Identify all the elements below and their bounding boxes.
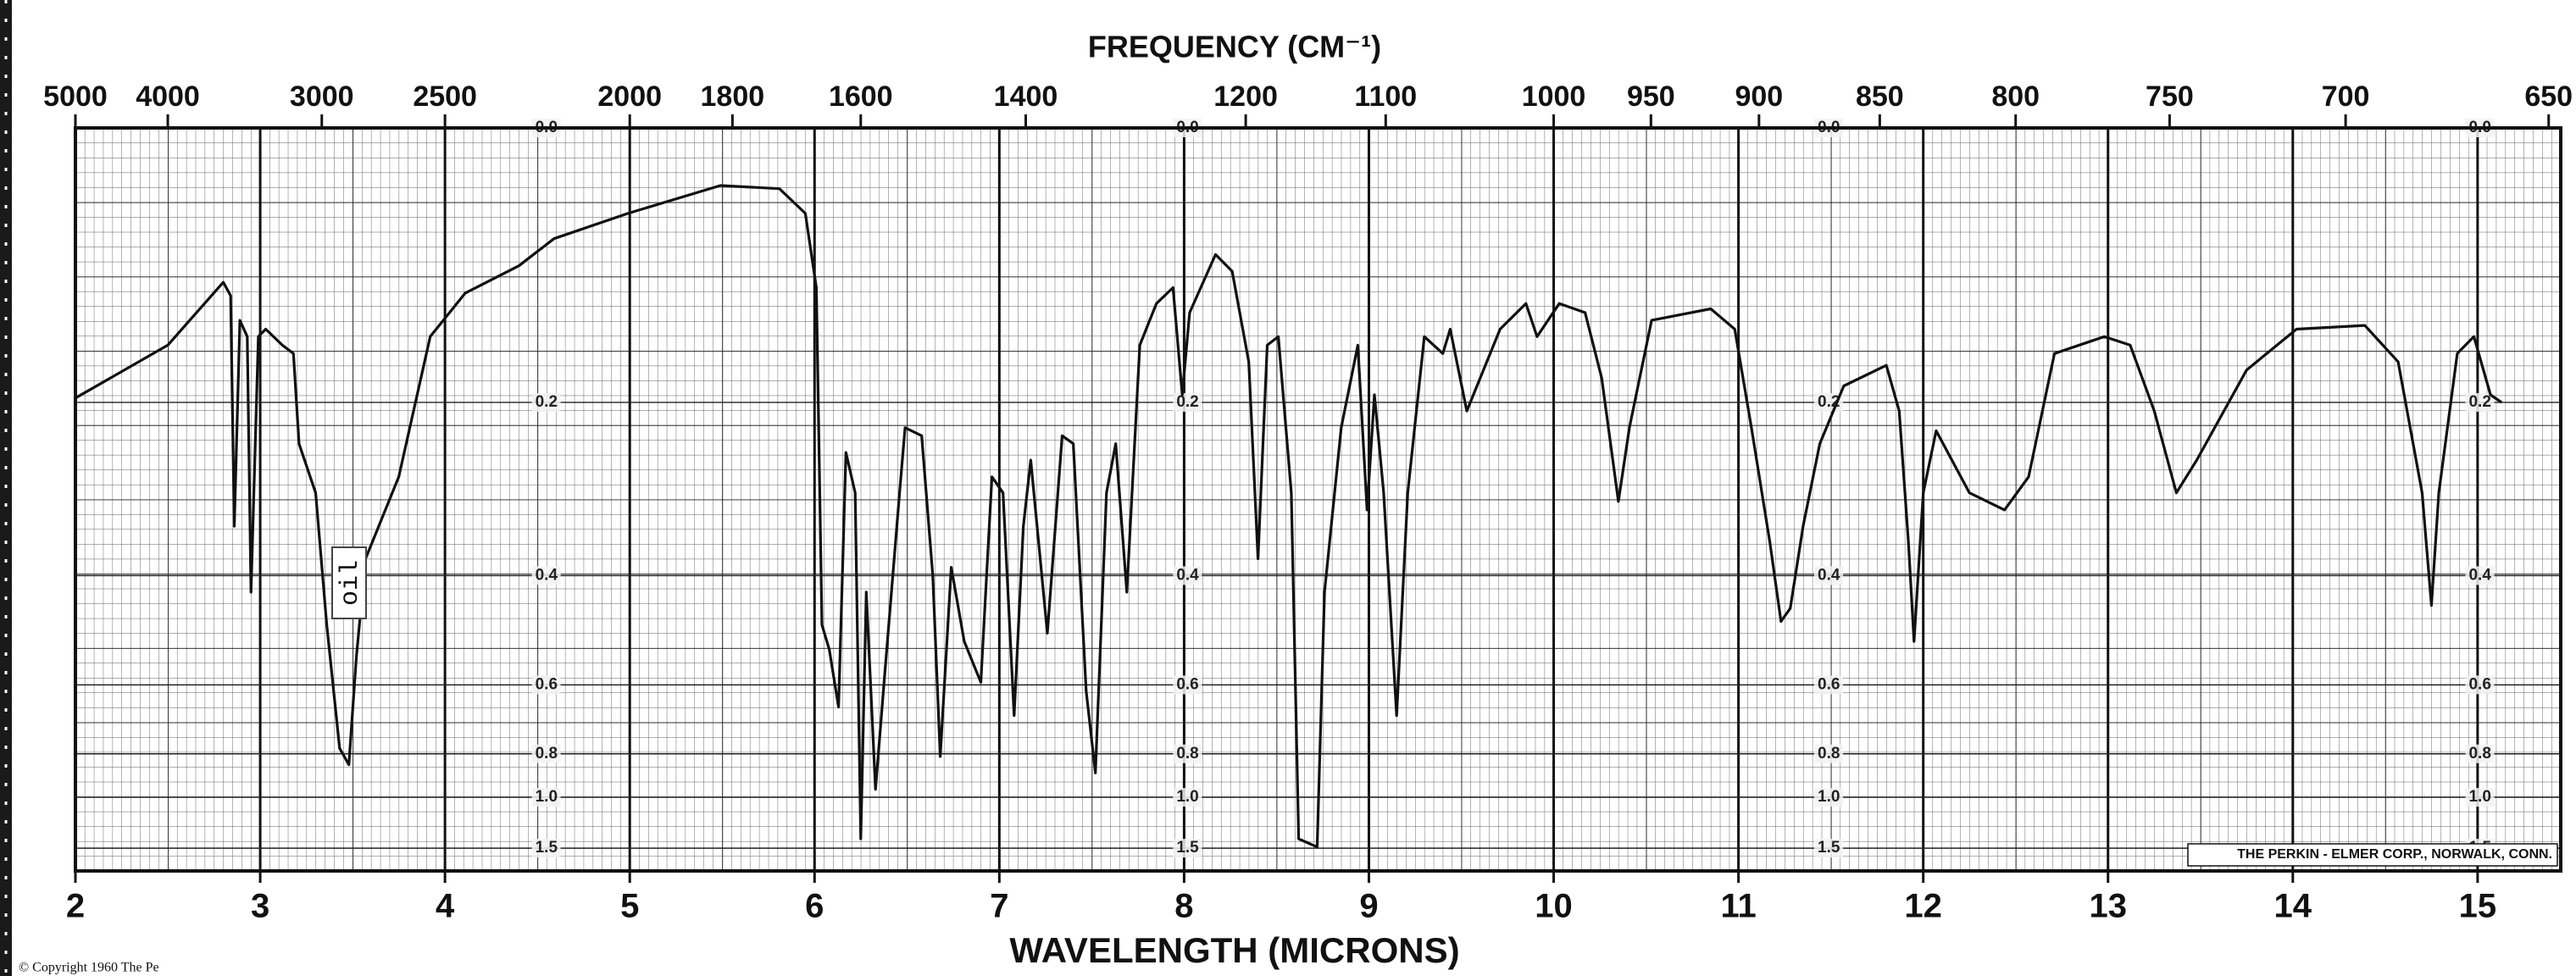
y-tick-label: 0.2 [1176,393,1198,411]
y-tick-label: 0.8 [1176,745,1198,762]
y-tick-label-bg [1173,788,1202,807]
y-tick-label: 0.4 [536,566,558,584]
x-tick-label: 7 [990,888,1008,925]
x2-tick-label: 2000 [597,80,662,113]
plot-area [74,119,2561,871]
x-tick-label: 2 [66,888,85,925]
x2-tick-label: 1600 [829,80,893,113]
credit-box [2187,843,2558,867]
x-tick-label: 14 [2274,888,2312,925]
y-tick-label-bg [531,744,561,763]
annotation-box [331,546,367,619]
x2-tick-label: 5000 [43,80,108,113]
y-tick-label: 1.5 [1176,839,1199,857]
x2-tick-label: 1100 [1354,80,1417,113]
copyright: © Copyright 1960 The Pe [19,961,159,975]
y-tick-label-bg [531,839,561,858]
y-tick-label-bg [531,392,561,412]
x2-tick-label: 800 [1991,80,2040,113]
x2-tick-label: 1400 [994,80,1058,113]
y-tick-label-bg [531,566,561,585]
plot-frame [74,126,2562,873]
y-tick-label-bg [1173,392,1202,412]
y-tick-label-bg [1173,675,1202,695]
credit: THE PERKIN - ELMER CORP., NORWALK, CONN. [2237,847,2552,862]
y-tick-label: 0.6 [1176,675,1198,693]
x-tick-label: 11 [1720,888,1756,925]
y-tick-label-bg [1173,566,1202,585]
x2-tick-label: 4000 [136,80,200,113]
y-tick-label: 0.8 [536,745,558,762]
x2-tick-label: 850 [1856,80,1904,113]
y-tick-label-bg [1814,675,1844,695]
y-tick-label: 1.0 [536,788,558,806]
y-tick-label: 0.4 [2468,566,2491,584]
y-tick-label: 0.6 [2468,675,2490,693]
y-tick-label-bg [2465,392,2495,412]
annotation-group: oil [331,546,367,619]
y-tick-label: 1.5 [1818,839,1840,857]
y-tick-label-bg [1814,566,1844,585]
x2-tick-label: 700 [2322,80,2370,113]
y-tick-label-bg [1173,839,1202,858]
x-tick-label: 3 [251,888,269,925]
y-tick-label-bg [1814,744,1844,763]
y-tick-label: 0.6 [1818,675,1840,693]
y-tick-label: 0.4 [1818,566,1840,584]
x2-tick-label: 1000 [1522,80,1586,113]
x2-tick-label: 1800 [701,80,765,113]
mid-grid [75,128,2561,871]
y-tick-label: 0.8 [1818,745,1840,762]
x-tick-label: 8 [1174,888,1193,925]
y-tick-label: 1.0 [1176,788,1198,806]
spectrum-line [75,184,2503,849]
y-tick-label: 0.2 [536,393,558,411]
x-tick-label: 6 [805,888,824,925]
x-axis-label: WAVELENGTH (MICRONS) [1009,930,1459,970]
y-tick-label-bg [2465,675,2495,695]
y-tick-label: 0.8 [2468,745,2490,762]
y-tick-label: 0.4 [1176,566,1199,584]
y-tick-label-bg [1173,744,1202,763]
x-tick-label: 9 [1359,888,1378,925]
x-tick-label: 10 [1535,888,1573,925]
x2-tick-label: 650 [2524,80,2573,113]
y-tick-label: 1.5 [536,839,558,857]
x-tick-label: 4 [436,888,455,925]
y-tick-label: 0.6 [536,675,558,693]
y-tick-label-bg [2465,744,2495,763]
x2-tick-label: 3000 [290,80,354,113]
x-tick-label: 15 [2459,888,2497,925]
y-tick-label-bg [531,675,561,695]
x2-tick-label: 950 [1627,80,1675,113]
x2-tick-label: 900 [1735,80,1783,113]
y-tick-label-bg [2465,788,2495,807]
annotation: oil [336,560,365,606]
x2-tick-label: 1200 [1213,80,1278,113]
y-tick-label: 1.0 [1818,788,1840,806]
y-tick-label: 1.0 [2468,788,2490,806]
x-tick-label: 5 [620,888,639,925]
x2-tick-label: 750 [2146,80,2194,113]
y-tick-label-bg [1814,788,1844,807]
y-tick-label: 0.2 [2468,393,2490,411]
y-tick-label-bg [2465,566,2495,585]
x-tick-label: 12 [1904,888,1942,925]
y-tick-label-bg [531,788,561,807]
x-tick-label: 13 [2089,888,2127,925]
x2-tick-label: 2500 [413,80,477,113]
y-tick-label-bg [1814,839,1844,858]
chart-title: FREQUENCY (CM⁻¹) [1088,30,1381,64]
